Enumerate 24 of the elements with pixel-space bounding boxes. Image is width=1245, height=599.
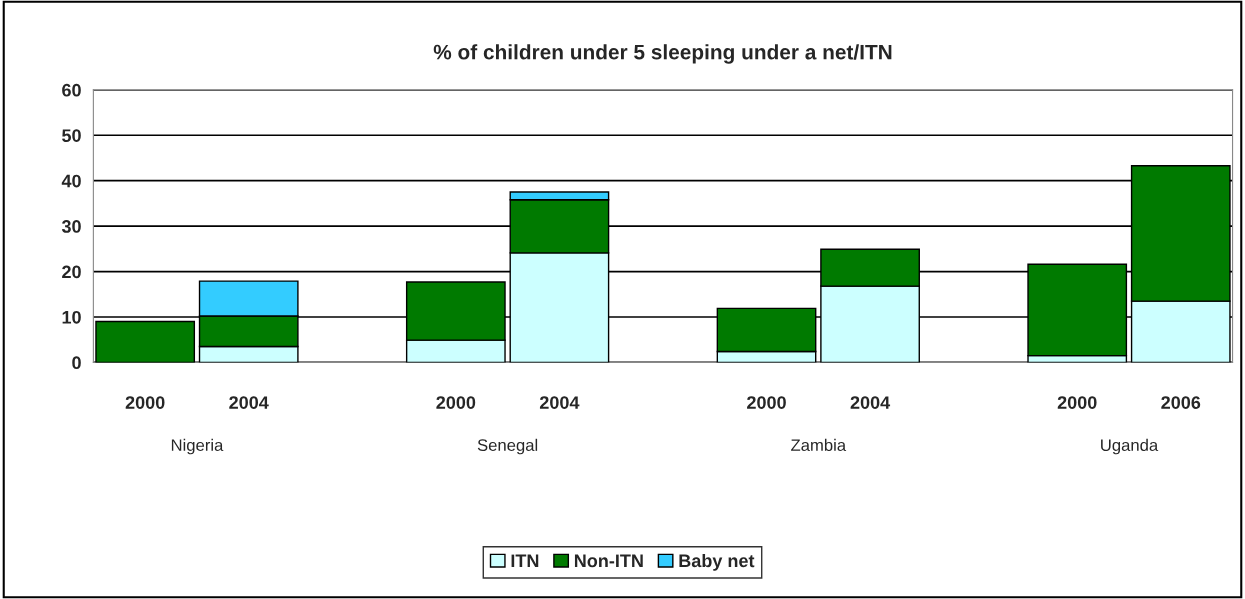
y-tick-label: 30 — [61, 220, 81, 233]
y-tick-label: 0 — [72, 356, 81, 370]
x-tick-label: 2004 — [850, 396, 891, 409]
legend-label: ITN — [511, 554, 539, 568]
bar — [95, 320, 196, 363]
text: Senegal — [477, 438, 538, 455]
y-tick-label: 10 — [62, 310, 81, 324]
chart-title: % of children under 5 sleeping under a net/ITN — [433, 44, 892, 64]
text: Uganda — [1101, 438, 1159, 455]
legend-label: Non-ITN — [574, 554, 643, 568]
legend-label: Baby net — [679, 553, 755, 571]
text: Zambia — [791, 438, 847, 452]
x-tick-label: 2000 — [747, 396, 786, 409]
y-tick-label: 20 — [62, 265, 81, 279]
y-tick-label: 50 — [62, 129, 81, 142]
x-tick-label: 2000 — [125, 396, 165, 409]
x-tick-label: 2000 — [1057, 396, 1097, 409]
x-tick-label: 2000 — [436, 396, 476, 409]
text: Nigeria — [171, 438, 224, 455]
x-tick-label: 2004 — [229, 396, 269, 409]
y-tick-label: 60 — [62, 83, 81, 97]
y-tick-label: 40 — [61, 174, 81, 188]
x-tick-label: 2004 — [539, 396, 580, 409]
x-tick-label: 2006 — [1161, 396, 1201, 409]
